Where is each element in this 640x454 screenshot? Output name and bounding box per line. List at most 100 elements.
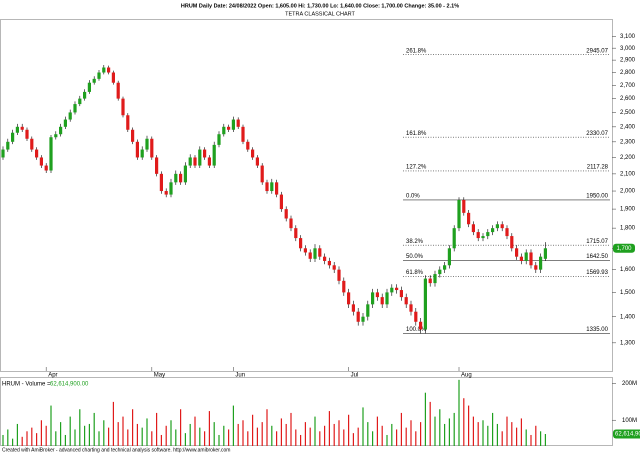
candle-body xyxy=(193,157,197,166)
volume-bar xyxy=(132,409,134,446)
candle-body xyxy=(135,141,139,158)
volume-bar xyxy=(348,414,350,446)
candle-body xyxy=(452,228,456,249)
y-tick-label: 1,800 xyxy=(620,226,636,232)
volume-bar xyxy=(472,416,474,446)
candle-body xyxy=(299,238,303,249)
volume-bar xyxy=(2,434,4,446)
x-tick-label: May xyxy=(154,373,165,379)
volume-bar xyxy=(396,429,398,446)
candle-body xyxy=(433,274,437,284)
candle-body xyxy=(59,126,63,135)
volume-bar xyxy=(21,436,23,446)
volume-bar xyxy=(156,412,158,446)
fib-level-label: 38.2% xyxy=(406,239,424,245)
volume-bar xyxy=(453,412,455,446)
candle-body xyxy=(510,236,514,249)
volume-bar xyxy=(424,392,426,446)
candle-body xyxy=(207,157,211,166)
volume-pane xyxy=(0,377,613,446)
candle-body xyxy=(380,297,384,305)
y-tick-label: 2,300 xyxy=(620,139,636,145)
candle-body xyxy=(107,67,111,73)
candle-body xyxy=(217,134,221,145)
candle-body xyxy=(519,256,523,261)
candle-body xyxy=(131,129,135,142)
volume-bar xyxy=(170,420,172,446)
volume-bar xyxy=(511,422,513,446)
y-tick-label: 1,300 xyxy=(620,340,636,346)
volume-bar xyxy=(175,429,177,446)
candle-body xyxy=(371,292,375,305)
volume-bar xyxy=(516,427,518,446)
volume-bar xyxy=(103,420,105,446)
candle-body xyxy=(332,265,336,270)
volume-bar xyxy=(7,429,9,446)
volume-bar xyxy=(328,411,330,446)
candle-body xyxy=(419,321,423,330)
volume-bar xyxy=(237,423,239,446)
candle-body xyxy=(179,173,183,183)
last-price-box xyxy=(613,243,635,253)
last-volume-box xyxy=(613,429,640,439)
volume-bar xyxy=(184,433,186,446)
candle-body xyxy=(457,199,461,229)
volume-bar xyxy=(391,423,393,446)
candle-body xyxy=(246,141,250,150)
volume-bar xyxy=(204,431,206,446)
volume-bar xyxy=(40,420,42,446)
candle-body xyxy=(260,165,264,183)
candle-body xyxy=(409,304,413,312)
candle-body xyxy=(140,149,144,158)
volume-bar xyxy=(84,425,86,446)
y-tick-label: 2,700 xyxy=(620,83,636,89)
candle-body xyxy=(231,119,235,130)
volume-bar xyxy=(525,429,527,446)
volume-bar xyxy=(468,405,470,446)
volume-bar xyxy=(69,416,71,446)
volume-bar xyxy=(223,425,225,446)
volume-bar xyxy=(79,409,81,446)
volume-bar xyxy=(300,434,302,446)
volume-bar xyxy=(540,431,542,446)
fib-value-label: 1715.07 xyxy=(586,239,608,245)
candle-body xyxy=(54,134,58,138)
volume-tick-label: 100M xyxy=(622,418,637,424)
volume-bar xyxy=(228,429,230,446)
y-tick-label: 2,200 xyxy=(620,155,636,161)
volume-bar xyxy=(506,416,508,446)
volume-bar xyxy=(93,412,95,446)
x-tick-label: Jun xyxy=(235,373,245,379)
volume-bar xyxy=(381,425,383,446)
candle-body xyxy=(212,144,216,166)
volume-bar xyxy=(122,416,124,446)
volume-bar xyxy=(64,434,66,446)
volume-bar xyxy=(496,423,498,446)
candle-body xyxy=(342,280,346,293)
volume-value: 62,614,900.00 xyxy=(50,382,89,388)
candle-body xyxy=(25,129,29,139)
volume-bar xyxy=(213,422,215,446)
volume-bar xyxy=(400,412,402,446)
y-tick-label: 1,900 xyxy=(620,207,636,213)
volume-bar xyxy=(324,425,326,446)
volume-bar xyxy=(415,431,417,446)
x-tick-label: Aug xyxy=(461,373,472,379)
volume-bar xyxy=(36,433,38,446)
volume-bar xyxy=(45,425,47,446)
candle-body xyxy=(308,252,312,259)
last-price-label: 1,700 xyxy=(616,246,632,252)
candle-body xyxy=(92,78,96,83)
fib-level-label: 61.8% xyxy=(406,270,424,276)
candle-body xyxy=(126,115,130,130)
candle-body xyxy=(351,304,355,312)
candle-body xyxy=(327,260,331,266)
volume-bar xyxy=(429,401,431,446)
volume-bar xyxy=(50,405,52,446)
volume-bar xyxy=(280,418,282,446)
volume-bar xyxy=(376,416,378,446)
volume-bar xyxy=(434,416,436,446)
candle-body xyxy=(366,304,370,317)
candle-body xyxy=(428,278,432,284)
candle-body xyxy=(241,126,245,142)
